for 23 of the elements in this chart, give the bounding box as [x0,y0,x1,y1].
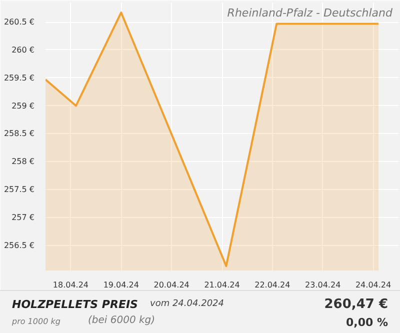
y-tick-label: 259.5 € [4,73,35,82]
text: 260,47 € [324,296,388,314]
text: vom 24.04.2024 [150,298,224,311]
x-tick-label: 19.04.24 [103,280,139,290]
y-tick-label: 257.5 € [4,185,35,194]
y-tick-label: 257 € [12,212,35,222]
x-tick-label: 20.04.24 [154,280,190,290]
text: (bei 6000 kg) [88,314,156,328]
text: 0,00 % [346,315,388,331]
x-tick-label: 22.04.24 [254,280,290,290]
y-tick-label: 256.5 € [4,240,35,250]
y-tick-label: 260.5 € [4,18,35,27]
x-tick-label: 18.04.24 [52,280,89,290]
y-tick-label: 258 € [12,157,35,166]
text: HOLZPELLETS PREIS [12,297,138,313]
y-tick-label: 258.5 € [4,129,35,138]
x-tick-label: 23.04.24 [305,280,341,290]
chart-subtitle: Rheinland-Pfalz - Deutschland [227,6,394,20]
x-tick-label: 24.04.24 [355,280,392,290]
x-tick-label: 21.04.24 [204,280,240,290]
y-tick-label: 259 € [12,101,35,110]
text: pro 1000 kg [12,316,60,328]
y-tick-label: 260 € [12,45,35,54]
